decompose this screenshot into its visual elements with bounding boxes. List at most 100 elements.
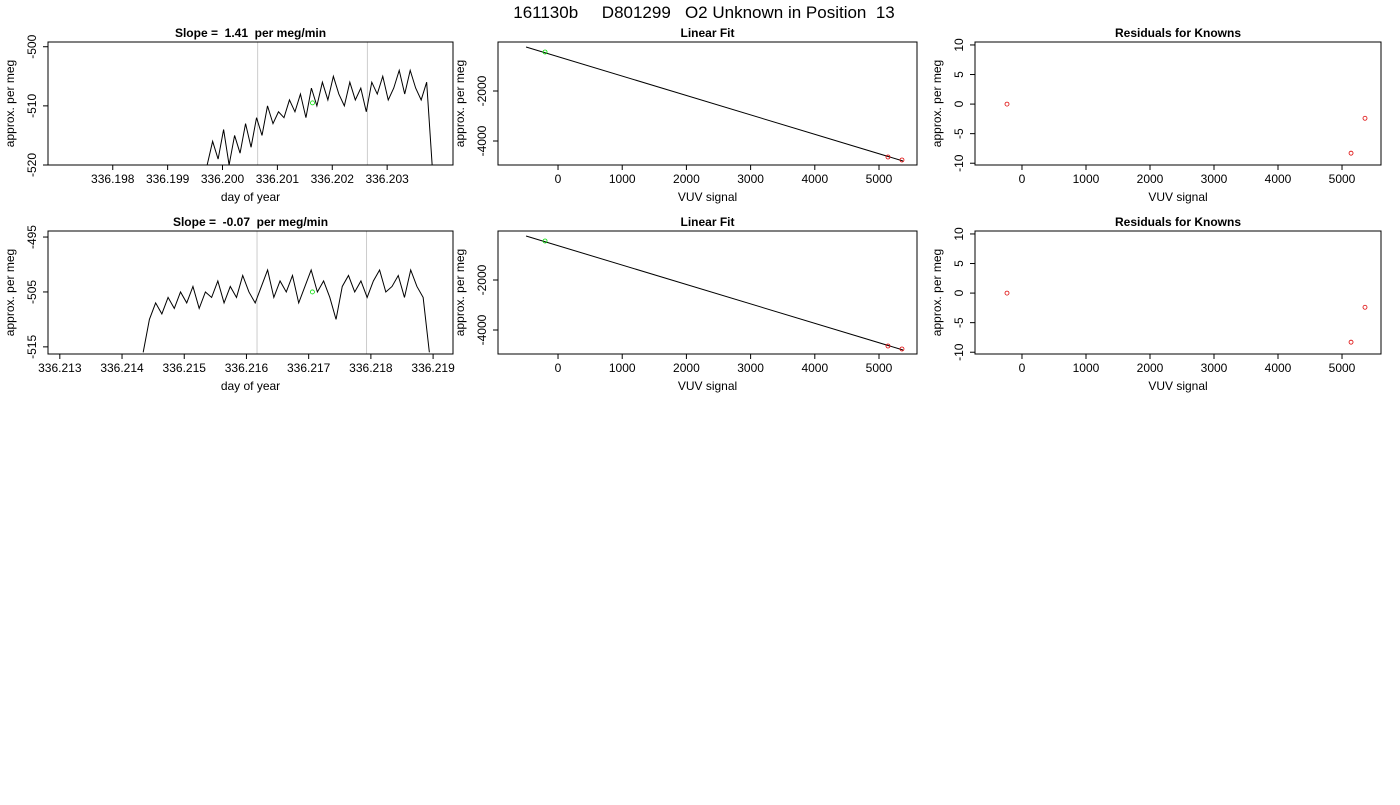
x-tick-label: 336.200 — [201, 172, 245, 186]
x-tick-label: 336.198 — [91, 172, 135, 186]
x-tick-label: 336.219 — [411, 361, 455, 375]
x-tick-label: 4000 — [1265, 361, 1292, 375]
plot-frame — [497, 230, 918, 355]
x-tick-label: 5000 — [1329, 361, 1356, 375]
x-tick-label: 0 — [555, 361, 562, 375]
y-tick-label: -5 — [952, 317, 966, 328]
y-tick-label: -500 — [25, 34, 39, 58]
x-tick-label: 4000 — [801, 361, 828, 375]
x-tick-label: 3000 — [737, 361, 764, 375]
y-tick-label: -10 — [952, 343, 966, 361]
panel: Residuals for Knowns VUV signal approx. pe… — [930, 26, 1382, 204]
y-axis-label: approx. per meg — [930, 249, 944, 336]
x-axis-label: day of year — [221, 190, 280, 204]
panel: Linear Fit VUV signal approx. per meg 0 1000… — [453, 215, 918, 393]
point — [885, 343, 891, 349]
y-tick-label: -4000 — [475, 125, 489, 156]
x-tick-label: 0 — [1019, 172, 1026, 186]
plot-area — [1004, 101, 1368, 156]
plot-area — [525, 46, 905, 163]
y-tick-label: -515 — [25, 335, 39, 359]
point — [899, 157, 905, 163]
x-tick-label: 336.217 — [287, 361, 331, 375]
x-tick-label: 5000 — [866, 361, 893, 375]
point — [542, 49, 548, 55]
x-tick-label: 336.215 — [163, 361, 207, 375]
figure-title: 161130b D801299 O2 Unknown in Position 1… — [513, 3, 895, 22]
x-tick-label: 336.199 — [146, 172, 190, 186]
x-tick-label: 3000 — [737, 172, 764, 186]
panel-title: Linear Fit — [680, 26, 734, 40]
x-tick-label: 1000 — [1073, 172, 1100, 186]
point — [1004, 290, 1010, 296]
x-tick-label: 3000 — [1201, 172, 1228, 186]
y-tick-label: -2000 — [475, 75, 489, 106]
y-tick-label: -5 — [952, 128, 966, 139]
y-axis-label: approx. per meg — [930, 60, 944, 147]
y-tick-label: -510 — [25, 94, 39, 118]
x-tick-label: 336.201 — [256, 172, 300, 186]
plot-area — [525, 235, 905, 352]
fit-line — [525, 46, 904, 162]
plot-frame — [47, 41, 454, 166]
y-tick-label: 0 — [952, 100, 966, 107]
y-tick-label: -10 — [952, 154, 966, 172]
point — [1004, 101, 1010, 107]
panel: Slope = 1.41 per meg/min day of year appro… — [3, 26, 454, 204]
x-tick-label: 336.216 — [225, 361, 269, 375]
point — [899, 346, 905, 352]
y-axis-label: approx. per meg — [453, 60, 467, 147]
x-tick-label: 1000 — [1073, 361, 1100, 375]
point — [1348, 339, 1354, 345]
x-tick-label: 1000 — [609, 172, 636, 186]
y-axis-label: approx. per meg — [453, 249, 467, 336]
x-tick-label: 3000 — [1201, 361, 1228, 375]
panel: Slope = -0.07 per meg/min day of year appr… — [3, 215, 455, 393]
x-tick-label: 2000 — [1137, 172, 1164, 186]
point — [1362, 115, 1368, 121]
y-tick-label: 10 — [952, 227, 966, 241]
plot-frame — [497, 41, 918, 166]
panel-title: Residuals for Knowns — [1115, 26, 1241, 40]
plot-area — [1004, 290, 1368, 345]
y-tick-label: 5 — [952, 71, 966, 78]
y-tick-label: 5 — [952, 260, 966, 267]
plot-frame — [47, 230, 454, 355]
x-tick-label: 336.203 — [365, 172, 409, 186]
panel: Residuals for Knowns VUV signal approx. pe… — [930, 215, 1382, 393]
panel-title: Residuals for Knowns — [1115, 215, 1241, 229]
data-line — [206, 68, 433, 165]
y-tick-label: -520 — [25, 153, 39, 177]
x-tick-label: 336.214 — [100, 361, 144, 375]
y-axis-label: approx. per meg — [3, 60, 17, 147]
y-axis-label: approx. per meg — [3, 249, 17, 336]
point — [310, 289, 315, 295]
panel-title: Slope = 1.41 per meg/min — [175, 26, 326, 40]
plot-frame — [974, 41, 1382, 166]
x-axis-label: VUV signal — [678, 379, 737, 393]
x-axis-label: VUV signal — [1148, 379, 1207, 393]
plot-frame — [974, 230, 1382, 355]
panel-title: Slope = -0.07 per meg/min — [173, 215, 328, 229]
x-tick-label: 336.202 — [311, 172, 355, 186]
y-tick-label: 10 — [952, 38, 966, 52]
y-tick-label: 0 — [952, 289, 966, 296]
x-tick-label: 336.213 — [38, 361, 82, 375]
point — [310, 100, 315, 106]
x-tick-label: 0 — [555, 172, 562, 186]
x-tick-label: 5000 — [1329, 172, 1356, 186]
fit-line — [525, 235, 904, 351]
y-tick-label: -4000 — [475, 314, 489, 345]
panel: Linear Fit VUV signal approx. per meg 0 1000… — [453, 26, 918, 204]
x-tick-label: 4000 — [801, 172, 828, 186]
y-tick-label: -2000 — [475, 264, 489, 295]
x-tick-label: 0 — [1019, 361, 1026, 375]
x-axis-label: VUV signal — [678, 190, 737, 204]
x-axis-label: VUV signal — [1148, 190, 1207, 204]
y-tick-label: -505 — [25, 280, 39, 304]
point — [885, 154, 891, 160]
y-tick-label: -495 — [25, 225, 39, 249]
plot-area — [142, 231, 430, 354]
